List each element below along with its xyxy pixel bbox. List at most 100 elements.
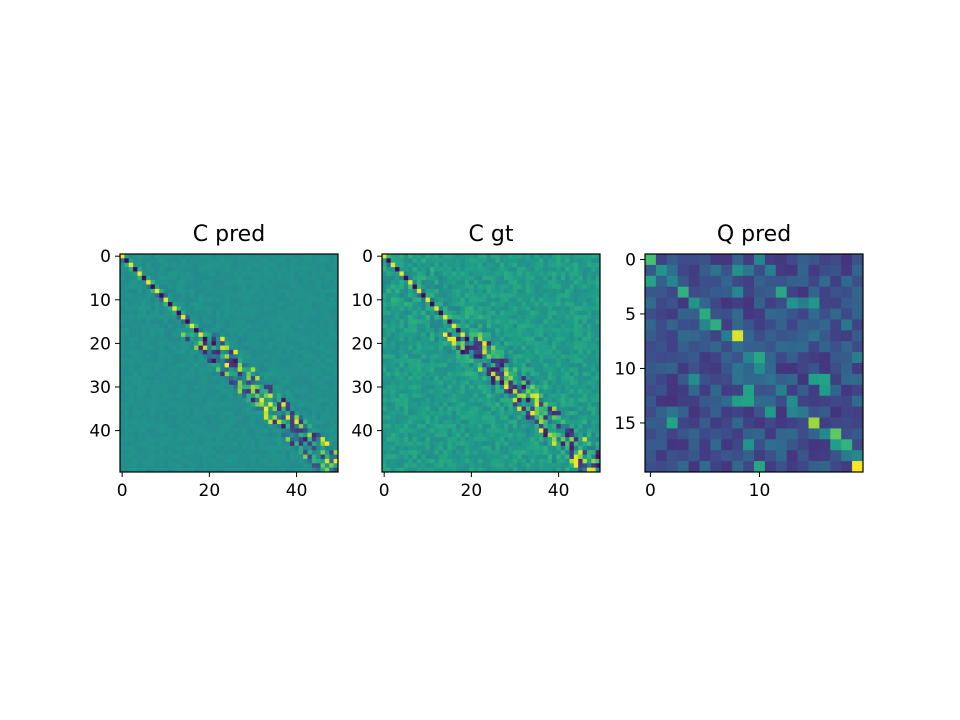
heatmap-cell	[504, 437, 509, 442]
heatmap-cell	[220, 380, 225, 386]
heatmap-cell	[272, 441, 278, 447]
heatmap-cell	[495, 349, 501, 355]
heatmap-cell	[189, 410, 195, 416]
heatmap-cell	[382, 319, 387, 325]
heatmap-cell	[215, 345, 221, 351]
heatmap-cell	[530, 358, 535, 364]
heatmap-cell	[512, 432, 518, 438]
heatmap-cell	[586, 384, 592, 390]
heatmap-cell	[573, 437, 579, 442]
heatmap-cell	[530, 393, 535, 399]
heatmap-cell	[189, 428, 195, 434]
heatmap-cell	[578, 258, 583, 264]
heatmap-cell	[220, 280, 225, 285]
heatmap-cell	[150, 349, 156, 355]
heatmap-cell	[324, 402, 330, 407]
heatmap-cell	[294, 328, 300, 333]
heatmap-cell	[573, 454, 579, 460]
heatmap-cell	[124, 354, 130, 359]
heatmap-cell	[390, 345, 396, 351]
heatmap-cell	[438, 428, 444, 434]
heatmap-cell	[556, 310, 562, 316]
heatmap-cell	[421, 328, 426, 333]
heatmap-cell	[181, 437, 186, 442]
heatmap-cell	[408, 363, 413, 368]
heatmap-cell	[259, 415, 265, 421]
heatmap-cell	[412, 258, 418, 264]
heatmap-cell	[250, 380, 256, 386]
heatmap-cell	[556, 371, 562, 377]
heatmap-cell	[530, 349, 535, 355]
heatmap-cell	[595, 297, 601, 303]
heatmap-cell	[263, 454, 269, 460]
heatmap-cell	[294, 297, 300, 303]
heatmap-cell	[525, 424, 531, 429]
heatmap-cell	[456, 384, 461, 390]
heatmap-cell	[534, 275, 540, 281]
heatmap-cell	[578, 441, 583, 447]
heatmap-cell	[167, 371, 173, 377]
heatmap-cell	[425, 345, 431, 351]
heatmap-cell	[316, 297, 321, 303]
heatmap-cell	[434, 424, 440, 429]
heatmap-cell	[215, 402, 221, 407]
heatmap-cell	[189, 389, 195, 394]
heatmap-cell	[429, 363, 435, 368]
heatmap-cell	[456, 336, 461, 342]
heatmap-cell	[499, 376, 505, 381]
heatmap-cell	[229, 432, 234, 438]
heatmap-cell	[473, 397, 479, 403]
heatmap-cell	[189, 267, 195, 272]
heatmap-cell	[159, 410, 164, 416]
heatmap-cell	[311, 341, 317, 346]
heatmap-cell	[547, 332, 553, 338]
heatmap-cell	[508, 267, 514, 272]
heatmap-cell	[552, 371, 557, 377]
heatmap-cell	[530, 293, 535, 298]
heatmap-cell	[194, 332, 199, 338]
heatmap-cell	[486, 275, 492, 281]
heatmap-cell	[416, 336, 422, 342]
heatmap-cell	[120, 280, 125, 285]
heatmap-cell	[233, 284, 239, 290]
heatmap-cell	[141, 280, 147, 285]
heatmap-cell	[552, 415, 557, 421]
heatmap-cell	[538, 293, 544, 298]
heatmap-cell	[220, 397, 225, 403]
heatmap-cell	[390, 280, 396, 285]
heatmap-cell	[259, 258, 265, 264]
heatmap-cell	[517, 397, 522, 403]
heatmap-cell	[443, 371, 448, 377]
heatmap-cell	[320, 358, 326, 364]
heatmap-cell	[137, 463, 143, 468]
heatmap-cell	[525, 349, 531, 355]
heatmap-cell	[189, 384, 195, 390]
heatmap-cell	[517, 454, 522, 460]
heatmap-cell	[281, 410, 287, 416]
heatmap-cell	[421, 345, 426, 351]
heatmap-cell	[233, 376, 239, 381]
heatmap-cell	[242, 345, 247, 351]
heatmap-cell	[429, 288, 435, 294]
heatmap-cell	[242, 301, 247, 307]
heatmap-cell	[556, 406, 562, 412]
heatmap-cell	[569, 367, 575, 373]
heatmap-cell	[229, 406, 234, 412]
heatmap-cell	[382, 467, 387, 473]
heatmap-cell	[421, 454, 426, 460]
heatmap-cell	[268, 293, 273, 298]
heatmap-cell	[163, 445, 169, 451]
heatmap-cell	[294, 345, 300, 351]
heatmap-cell	[573, 328, 579, 333]
heatmap-cell	[447, 267, 453, 272]
heatmap-cell	[508, 349, 514, 355]
heatmap-cell	[268, 463, 273, 468]
heatmap-cell	[552, 380, 557, 386]
heatmap-cell	[416, 254, 422, 259]
heatmap-cell	[298, 437, 304, 442]
heatmap-cell	[447, 345, 453, 351]
heatmap-cell	[499, 445, 505, 451]
heatmap-cell	[120, 349, 125, 355]
heatmap-cell	[473, 310, 479, 316]
heatmap-cell	[146, 328, 151, 333]
